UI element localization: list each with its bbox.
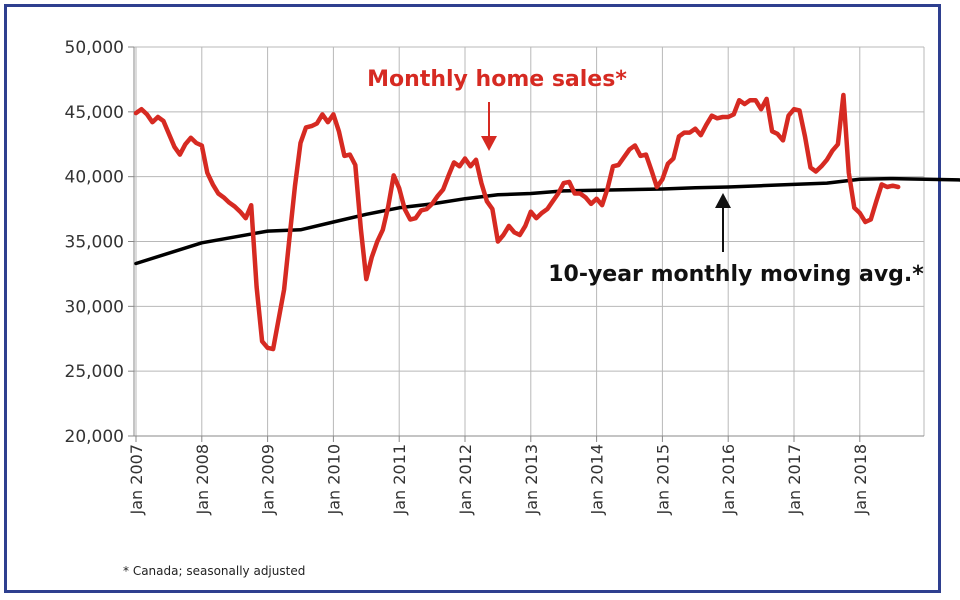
x-tick-label: Jan 2009 — [259, 444, 278, 515]
y-tick-label: 25,000 — [65, 362, 124, 382]
x-tick-label: Jan 2010 — [324, 444, 343, 515]
sales-annotation: Monthly home sales* — [367, 67, 627, 92]
sales-annotation-arrowhead — [481, 136, 497, 151]
x-tick-label: Jan 2012 — [456, 444, 475, 515]
x-tick-label: Jan 2007 — [127, 444, 146, 515]
x-tick-label: Jan 2008 — [193, 444, 212, 515]
average-annotation: 10-year monthly moving avg.* — [548, 262, 924, 287]
x-tick-label: Jan 2014 — [588, 444, 607, 515]
x-tick-label: Jan 2013 — [522, 444, 541, 515]
average-annotation-arrowhead — [715, 193, 731, 208]
x-tick-label: Jan 2011 — [390, 444, 409, 515]
x-tick-label: Jan 2017 — [785, 444, 804, 515]
x-tick-label: Jan 2018 — [851, 444, 870, 515]
footnote: * Canada; seasonally adjusted — [123, 564, 306, 578]
y-tick-label: 45,000 — [65, 103, 124, 123]
chart-frame — [4, 4, 941, 593]
moving-average-line — [134, 176, 960, 266]
x-tick-label: Jan 2016 — [719, 444, 738, 515]
y-tick-label: 35,000 — [65, 233, 124, 253]
y-tick-label: 50,000 — [65, 38, 124, 58]
y-tick-label: 20,000 — [65, 427, 124, 447]
y-tick-label: 40,000 — [65, 168, 124, 188]
y-tick-label: 30,000 — [65, 297, 124, 317]
monthly-sales-line — [133, 92, 901, 352]
x-tick-label: Jan 2015 — [653, 444, 672, 515]
